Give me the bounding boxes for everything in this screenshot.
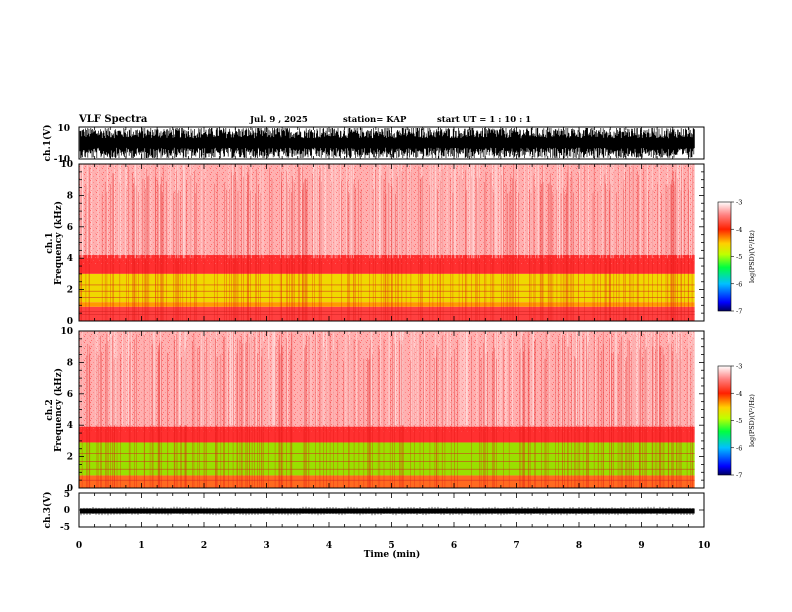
y-tick-label: 8 bbox=[67, 191, 73, 201]
colorbar-tick-label: -6 bbox=[736, 444, 742, 452]
ch1-spectrogram-image bbox=[79, 164, 695, 321]
y-tick-label: 2 bbox=[67, 453, 73, 463]
ch1-waveform-panel: 10 -10 ch.1(V) bbox=[42, 124, 705, 165]
spectrogram-gaps bbox=[80, 164, 693, 259]
colorbar-tick-label: -4 bbox=[736, 390, 742, 398]
colorbar-gradient bbox=[717, 201, 732, 312]
ch1-colorbar: -3 -4 -5 -6 -7 log(PSD)(V²/Hz) bbox=[717, 199, 756, 316]
x-tick-label: 2 bbox=[201, 541, 207, 551]
colorbar-tick-label: -7 bbox=[736, 308, 742, 316]
ch2-spec-ylabel-freq: Frequency (kHz) bbox=[53, 368, 64, 452]
spectrogram-band bbox=[79, 475, 695, 488]
y-tick-label: 6 bbox=[67, 390, 73, 400]
ch3-ytick-mid: 0 bbox=[64, 506, 70, 516]
y-tick-label: 0 bbox=[67, 317, 73, 327]
colorbar-tick-label: -3 bbox=[736, 363, 742, 371]
ch1-waveform-trace bbox=[79, 126, 695, 160]
x-tick-label: 10 bbox=[698, 541, 711, 551]
x-tick-label: 7 bbox=[513, 541, 519, 551]
ch2-colorbar: -3 -4 -5 -6 -7 log(PSD)(V²/Hz) bbox=[717, 363, 756, 480]
ch3-waveform-panel: 5 0 -5 ch.3(V) bbox=[42, 490, 705, 533]
ch3-waveform-trace bbox=[79, 492, 704, 528]
x-axis-label: Time (min) bbox=[364, 549, 421, 560]
spectrogram-noise bbox=[79, 164, 695, 265]
colorbar-tick-label: -3 bbox=[736, 199, 742, 207]
ch1-spec-ylabel-freq: Frequency (kHz) bbox=[53, 201, 64, 285]
colorbar-gradient bbox=[717, 365, 732, 476]
y-tick-label: 10 bbox=[60, 327, 73, 337]
station-label: station= KAP bbox=[343, 115, 407, 125]
colorbar-tick-label: -6 bbox=[736, 280, 742, 288]
ch3-ylabel: ch.3(V) bbox=[42, 492, 53, 529]
x-tick-label: 8 bbox=[576, 541, 582, 551]
colorbar-tick-label: -4 bbox=[736, 226, 742, 234]
date-label: Jul. 9 , 2025 bbox=[249, 115, 308, 125]
ch3-waveform-line bbox=[80, 506, 694, 516]
ch1-spectrogram-panel: 0 2 4 6 8 10 ch.1 Frequency (kHz) bbox=[45, 160, 705, 327]
ch3-waveform-band bbox=[80, 508, 695, 514]
ch2-spec-ylabel-channel: ch.2 bbox=[45, 399, 55, 420]
y-tick-label: 6 bbox=[67, 223, 73, 233]
start-time-label: start UT = 1 : 10 : 1 bbox=[437, 115, 531, 125]
colorbar-tick-label: -5 bbox=[736, 253, 742, 261]
ch1-spec-ylabel-channel: ch.1 bbox=[45, 232, 55, 253]
y-tick-label: 0 bbox=[67, 484, 73, 494]
spectrogram-band bbox=[79, 306, 695, 321]
ch1-waveform-line bbox=[79, 128, 695, 158]
x-tick-label: 1 bbox=[138, 541, 144, 551]
x-tick-label: 6 bbox=[451, 541, 457, 551]
spectrogram-band bbox=[79, 273, 695, 303]
x-tick-label: 5 bbox=[388, 541, 394, 551]
spectrogram-band bbox=[79, 442, 695, 476]
spectrogram-band bbox=[79, 302, 695, 307]
colorbar-tick-label: -5 bbox=[736, 417, 742, 425]
colorbar-label: log(PSD)(V²/Hz) bbox=[748, 394, 756, 447]
y-tick-label: 4 bbox=[67, 421, 73, 431]
x-tick-label: 4 bbox=[326, 541, 332, 551]
spectrogram-noise bbox=[79, 331, 695, 432]
spectrogram-gaps bbox=[81, 331, 694, 426]
ch3-ytick-top: 5 bbox=[64, 490, 70, 500]
ch1-ytick-bottom: -10 bbox=[54, 155, 70, 165]
ch2-spectrogram-image bbox=[79, 331, 695, 488]
y-tick-label: 8 bbox=[67, 358, 73, 368]
y-tick-label: 4 bbox=[67, 254, 73, 264]
ch1-ytick-top: 10 bbox=[57, 124, 70, 134]
colorbar-tick-label: -7 bbox=[736, 472, 742, 480]
ch1-ylabel: ch.1(V) bbox=[42, 125, 53, 162]
colorbar-label: log(PSD)(V²/Hz) bbox=[748, 230, 756, 283]
y-tick-label: 10 bbox=[60, 160, 73, 170]
x-tick-label: 0 bbox=[76, 541, 82, 551]
x-tick-label: 9 bbox=[638, 541, 644, 551]
figure-title: VLF Spectra bbox=[78, 114, 148, 125]
ch2-spectrogram-panel: 0 2 4 6 8 10 ch.2 Frequency (kHz) bbox=[45, 327, 705, 494]
y-tick-label: 2 bbox=[67, 286, 73, 296]
ch3-ytick-bottom: -5 bbox=[60, 523, 70, 533]
x-tick-label: 3 bbox=[263, 541, 269, 551]
